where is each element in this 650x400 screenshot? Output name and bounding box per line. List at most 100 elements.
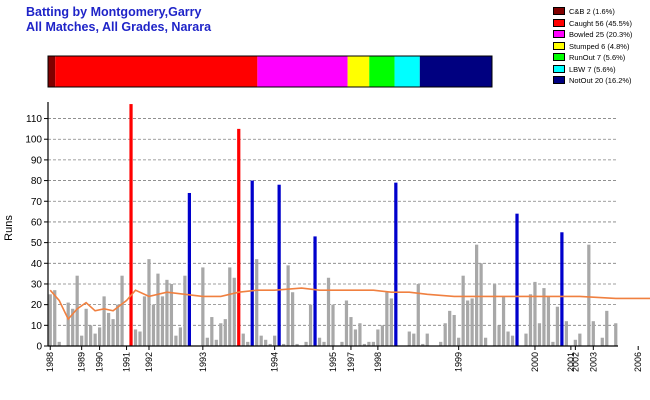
y-tick-label: 10 — [31, 321, 43, 332]
innings-bar — [183, 275, 187, 346]
strip-segment-runout — [369, 56, 395, 87]
innings-bar — [241, 333, 245, 346]
innings-bar — [371, 341, 376, 346]
legend-label: NotOut 20 (16.2%) — [569, 76, 632, 85]
innings-bar — [385, 292, 389, 346]
innings-bar — [407, 331, 411, 346]
legend-swatch — [553, 53, 565, 61]
innings-bar — [246, 341, 250, 346]
innings-bar — [479, 263, 483, 346]
innings-bar — [560, 232, 564, 346]
innings-bar — [528, 294, 533, 346]
innings-bar — [439, 341, 443, 346]
innings-bar — [555, 306, 560, 346]
season-label: 1994 — [270, 352, 280, 372]
innings-bar — [57, 341, 61, 346]
innings-bar — [205, 337, 209, 346]
innings-bar — [120, 275, 124, 346]
innings-bar — [353, 329, 358, 346]
innings-bar — [282, 343, 286, 346]
innings-bar — [102, 296, 106, 346]
innings-bar — [80, 335, 84, 346]
legend-swatch — [553, 7, 565, 15]
legend-swatch — [553, 18, 565, 27]
innings-bar — [75, 275, 79, 346]
y-tick-label: 30 — [31, 279, 43, 290]
season-label: 1997 — [346, 352, 356, 372]
innings-bar — [322, 341, 326, 346]
season-label: 2002 — [570, 352, 580, 372]
season-label: 2003 — [588, 352, 598, 372]
strip-segment-cb — [48, 56, 56, 87]
innings-bar — [147, 259, 151, 346]
innings-bar — [340, 341, 344, 346]
innings-bar — [605, 310, 609, 346]
innings-bar — [129, 104, 133, 346]
innings-bar — [308, 304, 313, 346]
innings-bar — [564, 321, 569, 346]
season-label: 1993 — [198, 352, 208, 372]
season-label: 1992 — [144, 352, 154, 372]
season-label: 2000 — [530, 352, 540, 372]
innings-bar — [111, 319, 115, 346]
innings-bar — [106, 312, 111, 346]
innings-bar — [255, 259, 259, 346]
innings-bar — [169, 283, 174, 346]
innings-bar — [214, 339, 218, 346]
innings-bar — [416, 283, 420, 346]
innings-bar — [223, 319, 227, 346]
innings-bar — [452, 314, 456, 346]
legend-swatch — [553, 30, 565, 38]
innings-bar — [317, 337, 322, 346]
innings-bar — [277, 184, 281, 346]
season-label: 1990 — [95, 352, 105, 372]
legend-label: RunOut 7 (5.6%) — [569, 53, 626, 62]
innings-bar — [66, 302, 70, 346]
y-tick-label: 70 — [31, 197, 43, 208]
innings-bar — [151, 304, 156, 346]
season-label: 1998 — [373, 352, 383, 372]
season-label: 1999 — [454, 352, 464, 372]
legend-swatch — [553, 41, 565, 50]
innings-bar — [533, 281, 537, 346]
legend-label: Stumped 6 (4.8%) — [569, 41, 630, 51]
strip-segment-lbw — [394, 56, 420, 87]
innings-bar — [542, 288, 546, 346]
innings-bar — [466, 300, 470, 346]
innings-bar — [290, 292, 295, 346]
innings-bar — [362, 343, 367, 346]
innings-bar — [313, 236, 317, 346]
y-tick-label: 100 — [25, 135, 42, 146]
y-tick-label: 50 — [31, 238, 43, 249]
innings-bar — [492, 283, 497, 346]
innings-bar — [497, 325, 501, 346]
innings-bar — [286, 265, 290, 346]
chart-title-line-2: All Matches, All Grades, Narara — [26, 20, 212, 34]
season-label: 1988 — [45, 352, 55, 372]
legend-label: Bowled 25 (20.3%) — [569, 30, 633, 39]
innings-bar — [475, 244, 479, 346]
innings-bar — [115, 304, 120, 346]
innings-bar — [457, 337, 461, 346]
y-tick-label: 80 — [31, 176, 43, 187]
innings-bar — [89, 325, 93, 346]
innings-bar — [448, 310, 452, 346]
strip-segment-caught — [55, 56, 258, 87]
innings-bar — [510, 335, 515, 346]
innings-bar — [614, 323, 618, 346]
innings-bar — [506, 331, 510, 346]
innings-bar — [470, 298, 474, 346]
innings-bar — [376, 329, 380, 346]
innings-bar — [264, 339, 268, 346]
innings-bar — [587, 244, 591, 346]
innings-bar — [412, 333, 416, 346]
strip-segment-bowled — [257, 56, 348, 87]
innings-bar — [48, 294, 52, 346]
y-tick-label: 40 — [31, 259, 43, 270]
innings-bar — [165, 279, 169, 346]
innings-bar — [84, 308, 88, 346]
innings-bar — [187, 192, 191, 346]
innings-bar — [228, 267, 232, 346]
